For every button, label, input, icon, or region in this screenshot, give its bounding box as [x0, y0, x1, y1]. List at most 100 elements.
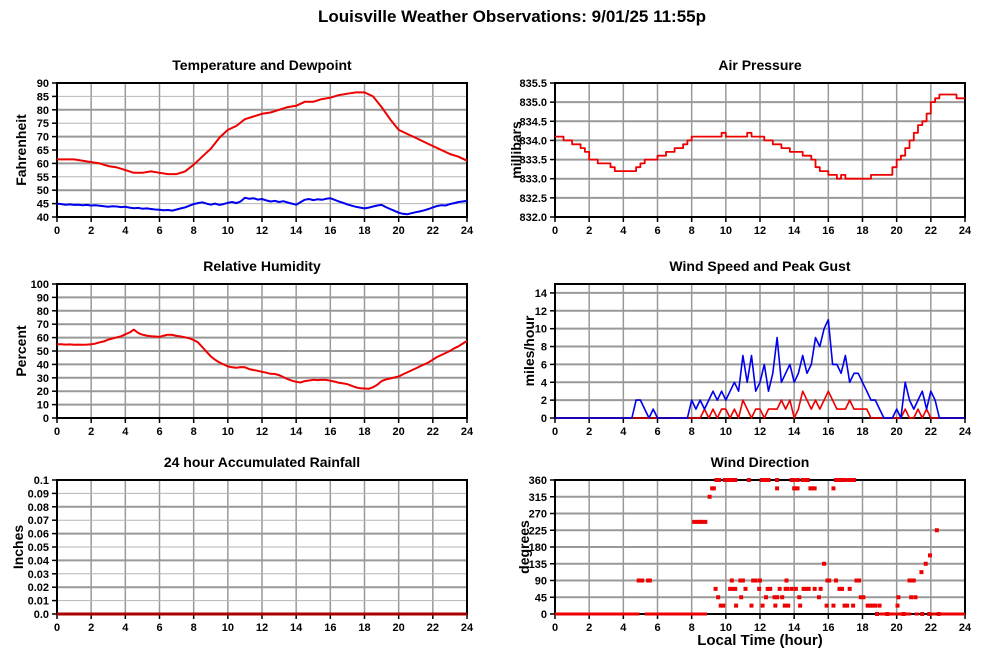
y-tick-label: 12 — [535, 306, 547, 318]
y-tick-label: 0.07 — [28, 515, 49, 527]
y-tick-label: 0.05 — [28, 542, 49, 554]
wind-direction-point — [877, 603, 882, 608]
wind-direction-point — [885, 612, 890, 616]
x-tick-label: 6 — [156, 622, 162, 634]
x-tick-label: 2 — [586, 622, 592, 634]
wind-direction-point — [761, 478, 766, 482]
x-tick-label: 4 — [620, 426, 627, 438]
x-tick-label: 6 — [654, 426, 660, 438]
x-tick-label: 22 — [925, 225, 937, 237]
x-tick-label: 8 — [689, 426, 695, 438]
wind-direction-point — [803, 478, 808, 482]
wind-direction-point — [730, 586, 735, 591]
wind-direction-point — [831, 603, 836, 608]
y-tick-label: 85 — [37, 91, 49, 103]
x-tick-label: 8 — [689, 622, 695, 634]
wind-direction-point — [760, 603, 765, 608]
wind-direction-point — [777, 586, 782, 591]
wind-direction-point — [909, 595, 914, 600]
x-tick-label: 22 — [427, 622, 439, 634]
y-tick-label: 80 — [37, 105, 49, 117]
x-tick-label: 0 — [54, 426, 60, 438]
wind-direction-point — [697, 519, 702, 524]
y-tick-label: 0.04 — [28, 555, 50, 567]
x-tick-label: 16 — [822, 225, 834, 237]
wind-direction-point — [785, 586, 790, 591]
y-tick-label: 0.02 — [28, 582, 49, 594]
wind-direction-point — [746, 478, 751, 482]
wind-direction-point — [711, 486, 716, 491]
x-tick-label: 12 — [256, 426, 268, 438]
page-title: Louisville Weather Observations: 9/01/25… — [317, 7, 707, 26]
y-tick-label: 0 — [541, 609, 547, 621]
y-tick-label: 270 — [529, 509, 547, 521]
wind-direction-point — [789, 586, 794, 591]
wind-direction-point — [763, 595, 768, 600]
x-tick-label: 2 — [586, 426, 592, 438]
x-tick-label: 22 — [427, 225, 439, 237]
y-tick-label: 0.08 — [28, 502, 49, 514]
wind-direction-point — [793, 586, 798, 591]
x-tick-label: 4 — [620, 622, 627, 634]
x-tick-label: 12 — [256, 622, 268, 634]
y-tick-label: 4 — [541, 377, 548, 389]
wind-direction-point — [805, 478, 810, 482]
y-tick-label: 70 — [37, 319, 49, 331]
wind-direction-point — [920, 612, 925, 616]
x-tick-label: 0 — [552, 225, 558, 237]
x-tick-label: 20 — [393, 426, 405, 438]
wind-direction-point — [861, 595, 866, 600]
wind-direction-point — [713, 586, 718, 591]
x-tick-label: 14 — [788, 225, 801, 237]
wind-direction-point — [791, 478, 796, 482]
x-axis-label-local-time: Local Time (hour) — [697, 632, 823, 649]
wind-direction-point — [765, 586, 770, 591]
wind-direction-point — [865, 603, 870, 608]
wind-direction-point — [784, 578, 789, 583]
x-tick-label: 4 — [620, 225, 627, 237]
x-tick-label: 24 — [959, 426, 972, 438]
x-tick-label: 16 — [324, 426, 336, 438]
wind-direction-point — [840, 586, 844, 591]
wind-direction-point — [733, 478, 738, 482]
x-tick-label: 6 — [156, 426, 162, 438]
humidity-humidity-line — [57, 328, 468, 390]
x-tick-label: 24 — [461, 225, 474, 237]
wind-direction-point — [749, 603, 754, 608]
wind-direction-point — [840, 478, 845, 482]
x-tick-label: 16 — [822, 426, 834, 438]
x-tick-label: 24 — [959, 622, 972, 634]
wind-direction-point — [797, 595, 802, 600]
wind-direction-point — [766, 478, 771, 482]
wind-direction-point — [845, 603, 850, 608]
x-tick-label: 16 — [324, 225, 336, 237]
y-tick-label: 14 — [535, 288, 548, 300]
wind-direction-chart-title: Wind Direction — [710, 454, 810, 470]
wind-direction-point — [775, 478, 780, 482]
wind-direction-point — [800, 478, 805, 482]
wind-direction-point — [923, 561, 928, 566]
y-tick-label: 45 — [37, 199, 49, 211]
x-tick-label: 12 — [754, 622, 766, 634]
y-tick-label: 75 — [37, 118, 49, 130]
y-tick-label: 0.01 — [28, 596, 49, 608]
x-tick-label: 4 — [122, 225, 129, 237]
x-tick-label: 18 — [856, 426, 868, 438]
x-tick-label: 18 — [856, 622, 868, 634]
wind-direction-point — [714, 478, 719, 482]
y-tick-label: 0 — [541, 413, 547, 425]
y-tick-label: 20 — [37, 386, 49, 398]
humidity-chart-title: Relative Humidity — [203, 258, 321, 274]
y-tick-label: 90 — [535, 576, 547, 588]
wind-direction-point — [782, 603, 787, 608]
x-tick-label: 20 — [393, 225, 405, 237]
x-tick-label: 20 — [891, 622, 903, 634]
wind-direction-point — [751, 578, 756, 583]
x-tick-label: 12 — [256, 225, 268, 237]
wind-direction-point — [763, 478, 768, 482]
